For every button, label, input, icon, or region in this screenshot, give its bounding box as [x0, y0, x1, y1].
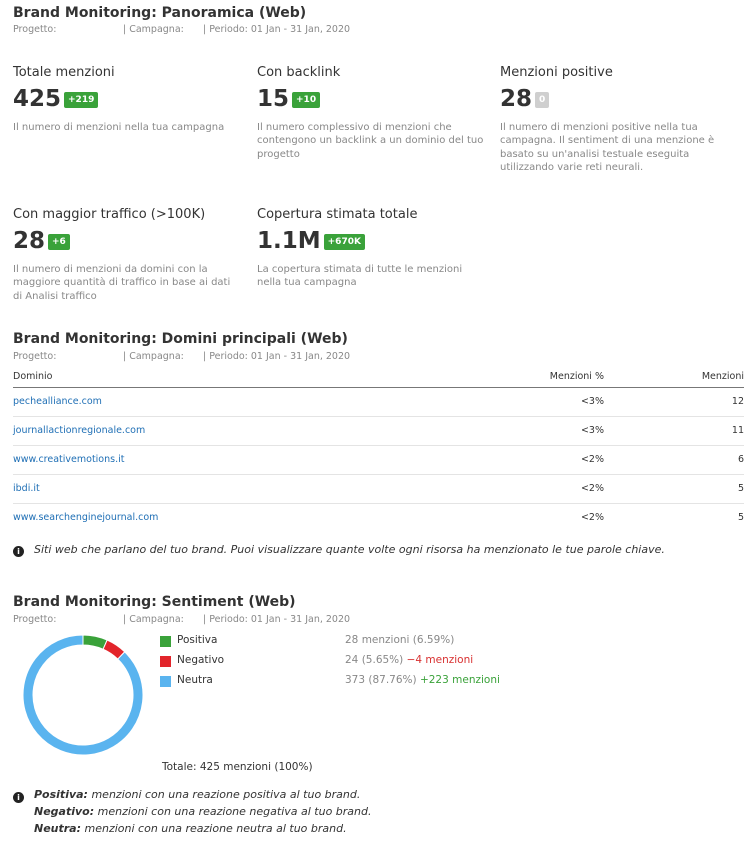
- domains-title: Brand Monitoring: Domini principali (Web…: [13, 331, 348, 347]
- meta-periodo: | Periodo: 01 Jan - 31 Jan, 2020: [203, 24, 351, 35]
- domain-link[interactable]: ibdi.it: [13, 483, 40, 494]
- kpi-positive-mentions: Menzioni positive 28 0 Il numero di menzi…: [500, 65, 715, 175]
- explanation-negative: Negativo: menzioni con una reazione nega…: [34, 803, 372, 820]
- sentiment-meta: Progetto: | Campagna: | Periodo: 01 Jan …: [13, 614, 413, 626]
- legend-delta: −4 menzioni: [406, 654, 474, 666]
- donut-slice-neutral: [22, 634, 144, 756]
- meta-periodo: | Periodo: 01 Jan - 31 Jan, 2020: [203, 614, 351, 625]
- domain-link[interactable]: www.creativemotions.it: [13, 454, 125, 465]
- explanation-positive: Positiva: menzioni con una reazione posi…: [34, 786, 372, 803]
- overview-meta: Progetto: | Campagna: | Periodo: 01 Jan …: [13, 24, 413, 36]
- meta-progetto: Progetto:: [13, 351, 57, 362]
- kpi-delta-badge: +670K: [323, 234, 365, 250]
- row-divider: [13, 474, 744, 475]
- legend-swatch-positive: [160, 636, 171, 647]
- legend-swatch-negative: [160, 656, 171, 667]
- row-divider: [13, 416, 744, 417]
- legend-value-positive: 28 menzioni (6.59%): [345, 634, 454, 646]
- kpi-high-traffic: Con maggior traffico (>100K) 28 +6 Il num…: [13, 207, 238, 303]
- explanation-text: menzioni con una reazione neutra al tuo …: [81, 822, 347, 835]
- row-divider: [13, 503, 744, 504]
- explanation-text: menzioni con una reazione negativa al tu…: [94, 805, 372, 818]
- meta-periodo: | Periodo: 01 Jan - 31 Jan, 2020: [203, 351, 351, 362]
- legend-label-negative: Negativo: [177, 654, 225, 666]
- domain-percent: <2%: [580, 483, 604, 494]
- domains-note: Siti web che parlano del tuo brand. Puoi…: [34, 543, 665, 556]
- sentiment-title: Brand Monitoring: Sentiment (Web): [13, 594, 296, 610]
- kpi-delta-badge: +10: [292, 92, 321, 108]
- explanation-neutral: Neutra: menzioni con una reazione neutra…: [34, 820, 372, 837]
- legend-label-neutral: Neutra: [177, 674, 213, 686]
- domain-mentions: 11: [731, 425, 744, 436]
- meta-campagna: | Campagna:: [123, 24, 184, 35]
- meta-campagna: | Campagna:: [123, 351, 184, 362]
- kpi-value: 15: [257, 86, 290, 112]
- kpi-description: La copertura stimata di tutte le menzion…: [257, 264, 463, 289]
- domain-percent: <3%: [580, 425, 604, 436]
- kpi-label: Con backlink: [257, 65, 341, 80]
- row-divider: [13, 445, 744, 446]
- domain-link[interactable]: www.searchenginejournal.com: [13, 512, 159, 523]
- col-header-mentions: Menzioni: [701, 371, 744, 382]
- legend-value: 24 (5.65%): [345, 654, 404, 666]
- legend-value-neutral: 373 (87.76%) +223 menzioni: [345, 674, 500, 686]
- kpi-value: 425: [13, 86, 62, 112]
- overview-title: Brand Monitoring: Panoramica (Web): [13, 5, 307, 21]
- legend-value-negative: 24 (5.65%) −4 menzioni: [345, 654, 473, 666]
- legend-value: 373 (87.76%): [345, 674, 417, 686]
- kpi-label: Menzioni positive: [500, 65, 613, 80]
- meta-campagna: | Campagna:: [123, 614, 184, 625]
- kpi-label: Totale menzioni: [13, 65, 115, 80]
- domain-link[interactable]: pechealliance.com: [13, 396, 102, 407]
- legend-swatch-neutral: [160, 676, 171, 687]
- domains-meta: Progetto: | Campagna: | Periodo: 01 Jan …: [13, 351, 413, 363]
- kpi-backlinks: Con backlink 15 +10 Il numero complessivo…: [257, 65, 487, 161]
- kpi-description: Il numero di menzioni nella tua campagna: [13, 122, 225, 133]
- domain-mentions: 5: [737, 483, 744, 494]
- kpi-description: Il numero complessivo di menzioni che co…: [257, 122, 484, 160]
- sentiment-donut-chart: [22, 634, 144, 756]
- kpi-total-mentions: Totale menzioni 425 +219 Il numero di men…: [13, 65, 238, 134]
- explanation-term: Positiva:: [34, 788, 88, 801]
- kpi-value: 28: [13, 228, 46, 254]
- legend-value: 28 menzioni (6.59%): [345, 634, 455, 646]
- kpi-description: Il numero di menzioni positive nella tua…: [500, 122, 715, 174]
- kpi-estimated-reach: Copertura stimata totale 1.1M +670K La co…: [257, 207, 482, 290]
- kpi-value: 28: [500, 86, 533, 112]
- sentiment-total: Totale: 425 menzioni (100%): [162, 761, 313, 773]
- domain-percent: <2%: [580, 512, 604, 523]
- meta-progetto: Progetto:: [13, 24, 57, 35]
- domain-mentions: 5: [737, 512, 744, 523]
- explanation-term: Neutra:: [34, 822, 82, 835]
- kpi-label: Copertura stimata totale: [257, 207, 418, 222]
- info-icon: i: [13, 792, 24, 803]
- domain-percent: <3%: [580, 396, 604, 407]
- kpi-delta-badge: 0: [535, 92, 550, 108]
- kpi-description: Il numero di menzioni da domini con la m…: [13, 264, 231, 302]
- legend-label-positive: Positiva: [177, 634, 218, 646]
- kpi-delta-badge: +219: [64, 92, 99, 108]
- kpi-label: Con maggior traffico (>100K): [13, 207, 206, 222]
- domain-mentions: 6: [737, 454, 744, 465]
- info-icon: i: [13, 546, 24, 557]
- domain-link[interactable]: journallactionregionale.com: [13, 425, 146, 436]
- kpi-delta-badge: +6: [48, 234, 70, 250]
- domain-percent: <2%: [580, 454, 604, 465]
- col-header-domain: Dominio: [13, 371, 53, 382]
- legend-delta: +223 menzioni: [419, 674, 500, 686]
- kpi-value: 1.1M: [257, 228, 321, 254]
- domain-mentions: 12: [731, 396, 744, 407]
- table-header-divider: [13, 387, 744, 388]
- sentiment-explanations: Positiva: menzioni con una reazione posi…: [34, 786, 372, 837]
- col-header-percent: Menzioni %: [549, 371, 604, 382]
- meta-progetto: Progetto:: [13, 614, 57, 625]
- explanation-term: Negativo:: [34, 805, 95, 818]
- explanation-text: menzioni con una reazione positiva al tu…: [87, 788, 361, 801]
